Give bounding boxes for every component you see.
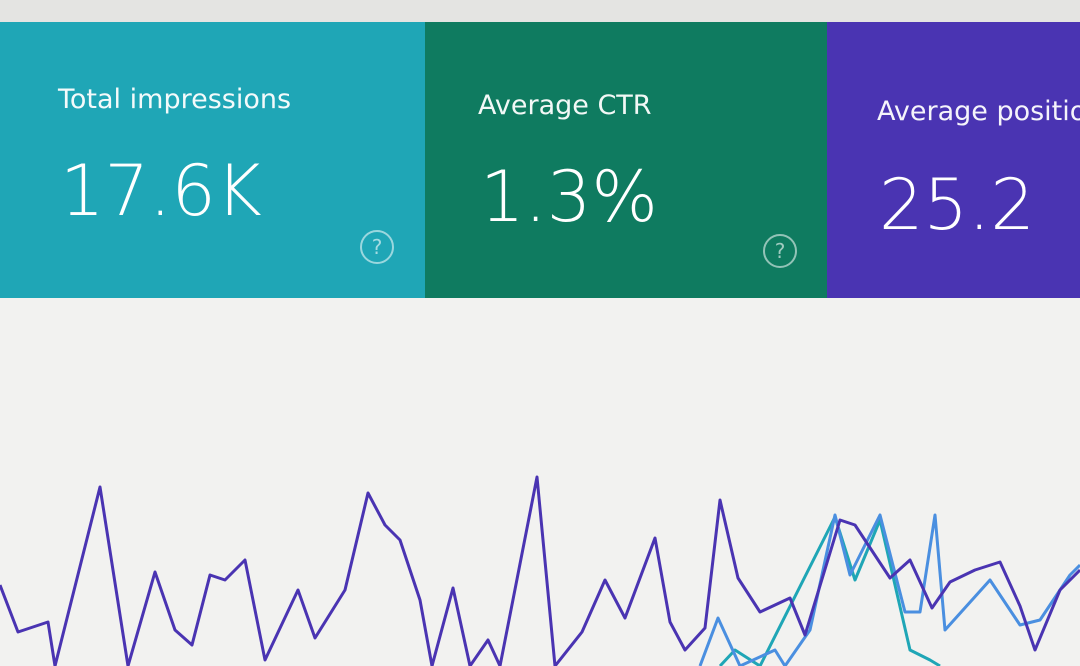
metric-value: 1.3% — [480, 156, 658, 238]
metric-card[interactable]: Average position 25.2 — [827, 22, 1080, 298]
metric-label: Average position — [877, 96, 1080, 127]
help-icon[interactable]: ? — [763, 234, 797, 268]
metric-value: 25.2 — [879, 164, 1035, 246]
metric-label: Average CTR — [478, 90, 652, 121]
metric-card[interactable]: Average CTR 1.3% ? — [425, 22, 827, 298]
top-strip — [0, 0, 1080, 24]
metric-value: 17.6K — [60, 150, 262, 232]
trend-line — [698, 513, 1080, 666]
metric-label: Total impressions — [58, 84, 292, 115]
help-icon[interactable]: ? — [360, 230, 394, 264]
trend-line — [0, 475, 1080, 666]
metric-card[interactable]: Total impressions 17.6K ? — [0, 22, 425, 298]
trend-line — [718, 515, 941, 666]
